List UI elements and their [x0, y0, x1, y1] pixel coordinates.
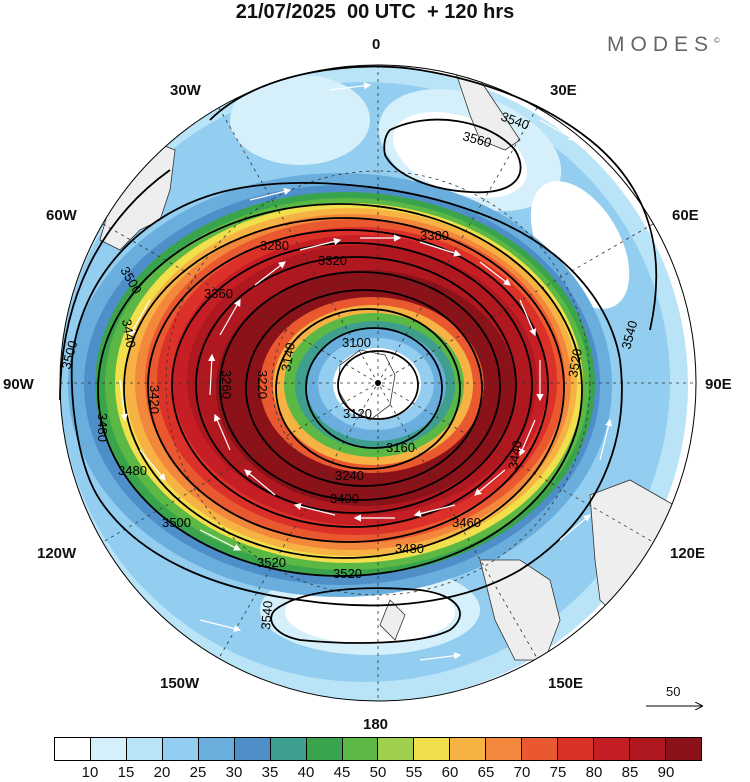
- brand-mark: ©: [714, 36, 720, 45]
- colorbar-tick-label: 10: [81, 764, 99, 781]
- contour-label: 3220: [255, 370, 270, 399]
- colorbar-swatch: [630, 738, 666, 760]
- lon-label-120w: 120W: [37, 545, 77, 562]
- colorbar-tick-label: 60: [441, 764, 459, 781]
- colorbar-tick-label: 80: [585, 764, 603, 781]
- contour-label: 3100: [342, 335, 371, 350]
- colorbar-swatch: [594, 738, 630, 760]
- colorbar-swatch: [378, 738, 415, 760]
- lon-label-30w: 30W: [170, 82, 202, 99]
- colorbar-tick-label: 70: [513, 764, 531, 781]
- contour-label: 3460: [452, 515, 481, 530]
- colorbar-swatch: [342, 738, 379, 760]
- reference-arrow-icon: [646, 690, 704, 720]
- colorbar-swatch: [414, 738, 451, 760]
- contour-label: 3520: [257, 555, 286, 570]
- shaded-wind-field: [60, 65, 696, 701]
- contour-label: 3140: [278, 341, 298, 372]
- polar-map: 3100 3120 3160 3140 3320 3360 3220 3260 …: [3, 36, 732, 733]
- colorbar-tick-label: 45: [333, 764, 351, 781]
- colorbar-labels: 10 15 20 25 30 35 40 45 50 55 60 65 70 75 80 85 90: [0, 764, 750, 782]
- colorbar-tick-label: 25: [189, 764, 207, 781]
- colorbar-tick-label: 75: [549, 764, 567, 781]
- colorbar-swatch: [558, 738, 595, 760]
- contour-label-group: 3100 3120 3160 3140 3320 3360 3220 3260 …: [58, 109, 640, 631]
- colorbar-swatch: [126, 738, 163, 760]
- wind-vectors: [119, 82, 621, 661]
- contour-label: 3320: [318, 253, 347, 268]
- contour-label: 3240: [335, 468, 364, 483]
- contour-label: 3500: [162, 515, 191, 530]
- reference-vector: 50: [644, 684, 704, 720]
- contour-label: 3360: [204, 286, 233, 301]
- contour-label: 3400: [330, 491, 359, 506]
- contour-label: 3480: [118, 463, 147, 478]
- lon-label-0: 0: [372, 36, 380, 53]
- colorbar-swatch: [486, 738, 523, 760]
- lon-label-90e: 90E: [705, 376, 732, 393]
- brand-name: MODES: [607, 33, 715, 56]
- contour-label: 3500: [58, 339, 80, 371]
- contour-label: 3540: [618, 319, 640, 351]
- colorbar-swatch: [198, 738, 235, 760]
- lon-label-150w: 150W: [160, 675, 200, 692]
- contour-label: 3440: [119, 318, 139, 349]
- map-title: 21/07/2025 00 UTC + 120 hrs: [235, 1, 515, 23]
- colorbar-tick-label: 20: [153, 764, 171, 781]
- reference-vector-label: 50: [666, 684, 681, 699]
- contour-label: 3480: [395, 541, 424, 556]
- lon-label-150e: 150E: [548, 675, 583, 692]
- contour-label: 3520: [565, 347, 585, 378]
- colorbar-swatch: [665, 738, 701, 760]
- contour-label: 3260: [219, 370, 234, 399]
- colorbar-tick-label: 35: [261, 764, 279, 781]
- colorbar-tick-label: 65: [477, 764, 495, 781]
- colorbar-swatch: [234, 738, 271, 760]
- colorbar-swatch: [90, 738, 127, 760]
- contour-label: 3120: [343, 406, 372, 421]
- lon-label-60w: 60W: [46, 207, 78, 224]
- contour-label: 3480: [95, 413, 110, 442]
- colorbar-swatch: [450, 738, 487, 760]
- longitude-labels: 0 30W 30E 60W 60E 90W 90E 120W 120E 150W…: [3, 36, 732, 733]
- contour-label: 3160: [386, 440, 415, 455]
- contour-label: 3520: [333, 566, 362, 581]
- lon-label-180: 180: [363, 716, 388, 733]
- contour-label: 3380: [420, 228, 449, 243]
- colorbar-tick-label: 55: [405, 764, 423, 781]
- lon-label-120e: 120E: [670, 545, 705, 562]
- lon-label-30e: 30E: [550, 82, 577, 99]
- colorbar-tick-label: 90: [657, 764, 675, 781]
- contour-label: 3560: [461, 128, 493, 150]
- colorbar-swatch: [522, 738, 559, 760]
- colorbar-swatch: [270, 738, 307, 760]
- height-contours: [59, 65, 658, 644]
- colorbar-swatch: [306, 738, 343, 760]
- map-boundary: [59, 64, 697, 702]
- lon-label-90w: 90W: [3, 376, 35, 393]
- colorbar-tick-label: 85: [621, 764, 639, 781]
- brand-logo: MODES©: [607, 33, 720, 57]
- colorbar-swatch: [162, 738, 199, 760]
- south-pole-marker: [375, 380, 381, 386]
- lon-label-60e: 60E: [672, 207, 699, 224]
- contour-label: 3420: [147, 385, 162, 414]
- colorbar: [54, 737, 702, 761]
- contour-label: 3540: [258, 600, 275, 630]
- contour-label: 3280: [260, 238, 289, 253]
- colorbar-swatch: [55, 738, 91, 760]
- colorbar-tick-label: 50: [369, 764, 387, 781]
- colorbar-tick-label: 40: [297, 764, 315, 781]
- colorbar-tick-label: 15: [117, 764, 135, 781]
- contour-label: 3440: [505, 439, 525, 470]
- colorbar-tick-label: 30: [225, 764, 243, 781]
